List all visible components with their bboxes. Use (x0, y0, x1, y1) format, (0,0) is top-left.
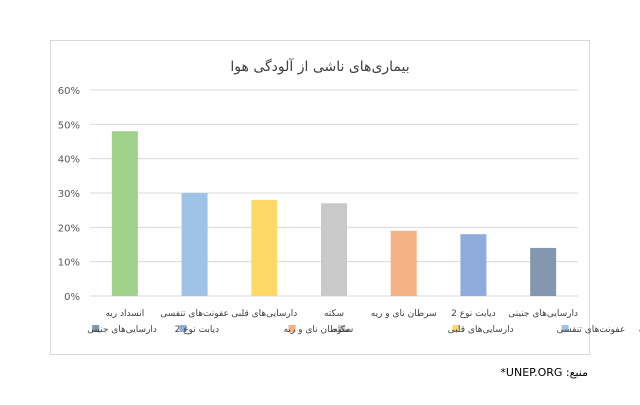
bar (460, 234, 487, 296)
legend-swatch (452, 325, 460, 332)
legend-swatch (561, 325, 569, 332)
legend-swatch (288, 325, 296, 332)
chart-title: بیماری‌های ناشی از آلودگی هوا (230, 58, 409, 75)
legend-swatch (338, 325, 346, 332)
bar (530, 247, 557, 296)
legend-label: دیابت نوع 2 (175, 325, 220, 335)
y-tick-label: 30% (58, 189, 80, 200)
legend-label: دارسایی‌های جنینی (87, 325, 157, 335)
legend-swatch (92, 325, 100, 332)
legend-swatch (179, 325, 187, 332)
y-axis: 0% 10% 20% 30% 40% 50% 60% (58, 86, 80, 303)
y-tick-label: 60% (58, 86, 80, 97)
source-note: منبع: UNEP.ORG* (500, 366, 588, 379)
y-tick-label: 0% (64, 292, 80, 303)
x-tick-label: دیابت نوع 2 (451, 309, 496, 319)
x-axis: انسداد ریه عفونت‌های تنفسی دارسایی‌های قلب… (105, 309, 578, 319)
bar (390, 230, 417, 296)
y-tick-label: 40% (58, 155, 80, 166)
gridlines (90, 89, 578, 297)
bar (321, 203, 347, 296)
legend: انسداد ریه عفونت‌های تنفسی دارسایی‌های قلب… (87, 325, 640, 335)
x-tick-label: سکته (324, 309, 344, 319)
y-tick-label: 50% (58, 120, 80, 131)
chart-frame (50, 40, 590, 355)
x-tick-label: سرطان نای و ریه (371, 309, 437, 319)
legend-label: سکته (333, 325, 353, 335)
y-tick-label: 20% (58, 223, 80, 234)
x-tick-label: عفونت‌های تنفسی (160, 309, 229, 319)
x-tick-label: دارسایی‌های قلبی (231, 309, 297, 319)
x-tick-label: دارسایی‌های جنینی (508, 309, 578, 319)
bar (111, 131, 138, 296)
bar (181, 193, 208, 296)
x-tick-label: انسداد ریه (105, 309, 144, 319)
legend-label: دارسایی‌های قلبی (448, 325, 514, 335)
legend-label: عفونت‌های تنفسی (557, 325, 626, 335)
legend-label: انسداد ریه (639, 325, 640, 335)
legend-label: سرطان نای و ریه (284, 325, 350, 335)
y-tick-label: 10% (58, 258, 80, 269)
bars (111, 131, 557, 296)
bar (251, 199, 278, 296)
